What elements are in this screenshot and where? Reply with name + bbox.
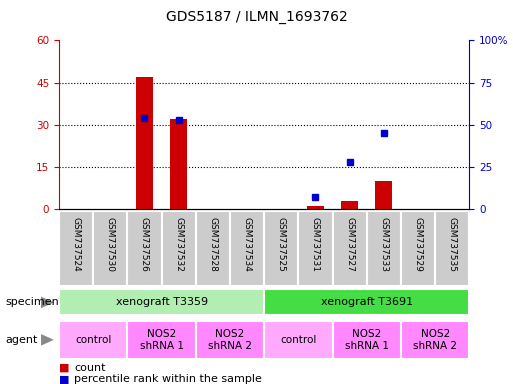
Text: GSM737534: GSM737534: [243, 217, 251, 272]
Bar: [307, 207, 324, 209]
Bar: [299, 211, 332, 286]
Bar: [59, 321, 127, 359]
Bar: [162, 211, 196, 286]
Text: GSM737526: GSM737526: [140, 217, 149, 272]
Text: GDS5187 / ILMN_1693762: GDS5187 / ILMN_1693762: [166, 10, 347, 23]
Bar: [136, 77, 153, 209]
Bar: [264, 290, 469, 315]
Text: percentile rank within the sample: percentile rank within the sample: [74, 374, 262, 384]
Text: count: count: [74, 363, 106, 373]
Text: GSM737528: GSM737528: [208, 217, 218, 272]
Bar: [170, 119, 187, 209]
Text: NOS2
shRNA 2: NOS2 shRNA 2: [208, 329, 252, 351]
Bar: [196, 211, 230, 286]
Bar: [401, 321, 469, 359]
Polygon shape: [41, 334, 54, 346]
Bar: [376, 181, 392, 209]
Bar: [264, 321, 332, 359]
Text: NOS2
shRNA 2: NOS2 shRNA 2: [413, 329, 457, 351]
Bar: [93, 211, 127, 286]
Text: ■: ■: [59, 374, 69, 384]
Text: GSM737527: GSM737527: [345, 217, 354, 272]
Bar: [367, 211, 401, 286]
Bar: [435, 211, 469, 286]
Bar: [196, 321, 264, 359]
Bar: [230, 211, 264, 286]
Text: xenograft T3359: xenograft T3359: [115, 297, 208, 308]
Text: GSM737533: GSM737533: [380, 217, 388, 272]
Bar: [59, 211, 93, 286]
Text: GSM737525: GSM737525: [277, 217, 286, 272]
Text: specimen: specimen: [5, 297, 59, 308]
Bar: [59, 290, 264, 315]
Text: GSM737530: GSM737530: [106, 217, 115, 272]
Bar: [332, 211, 367, 286]
Polygon shape: [41, 297, 54, 308]
Text: control: control: [75, 335, 111, 345]
Text: GSM737524: GSM737524: [72, 217, 81, 272]
Bar: [332, 321, 401, 359]
Text: GSM737532: GSM737532: [174, 217, 183, 272]
Text: control: control: [280, 335, 317, 345]
Text: NOS2
shRNA 1: NOS2 shRNA 1: [345, 329, 389, 351]
Text: GSM737535: GSM737535: [448, 217, 457, 272]
Text: xenograft T3691: xenograft T3691: [321, 297, 413, 308]
Bar: [341, 201, 358, 209]
Bar: [127, 321, 196, 359]
Text: NOS2
shRNA 1: NOS2 shRNA 1: [140, 329, 184, 351]
Bar: [401, 211, 435, 286]
Text: agent: agent: [5, 335, 37, 345]
Text: ■: ■: [59, 363, 69, 373]
Bar: [264, 211, 299, 286]
Bar: [127, 211, 162, 286]
Text: GSM737531: GSM737531: [311, 217, 320, 272]
Text: GSM737529: GSM737529: [413, 217, 423, 272]
